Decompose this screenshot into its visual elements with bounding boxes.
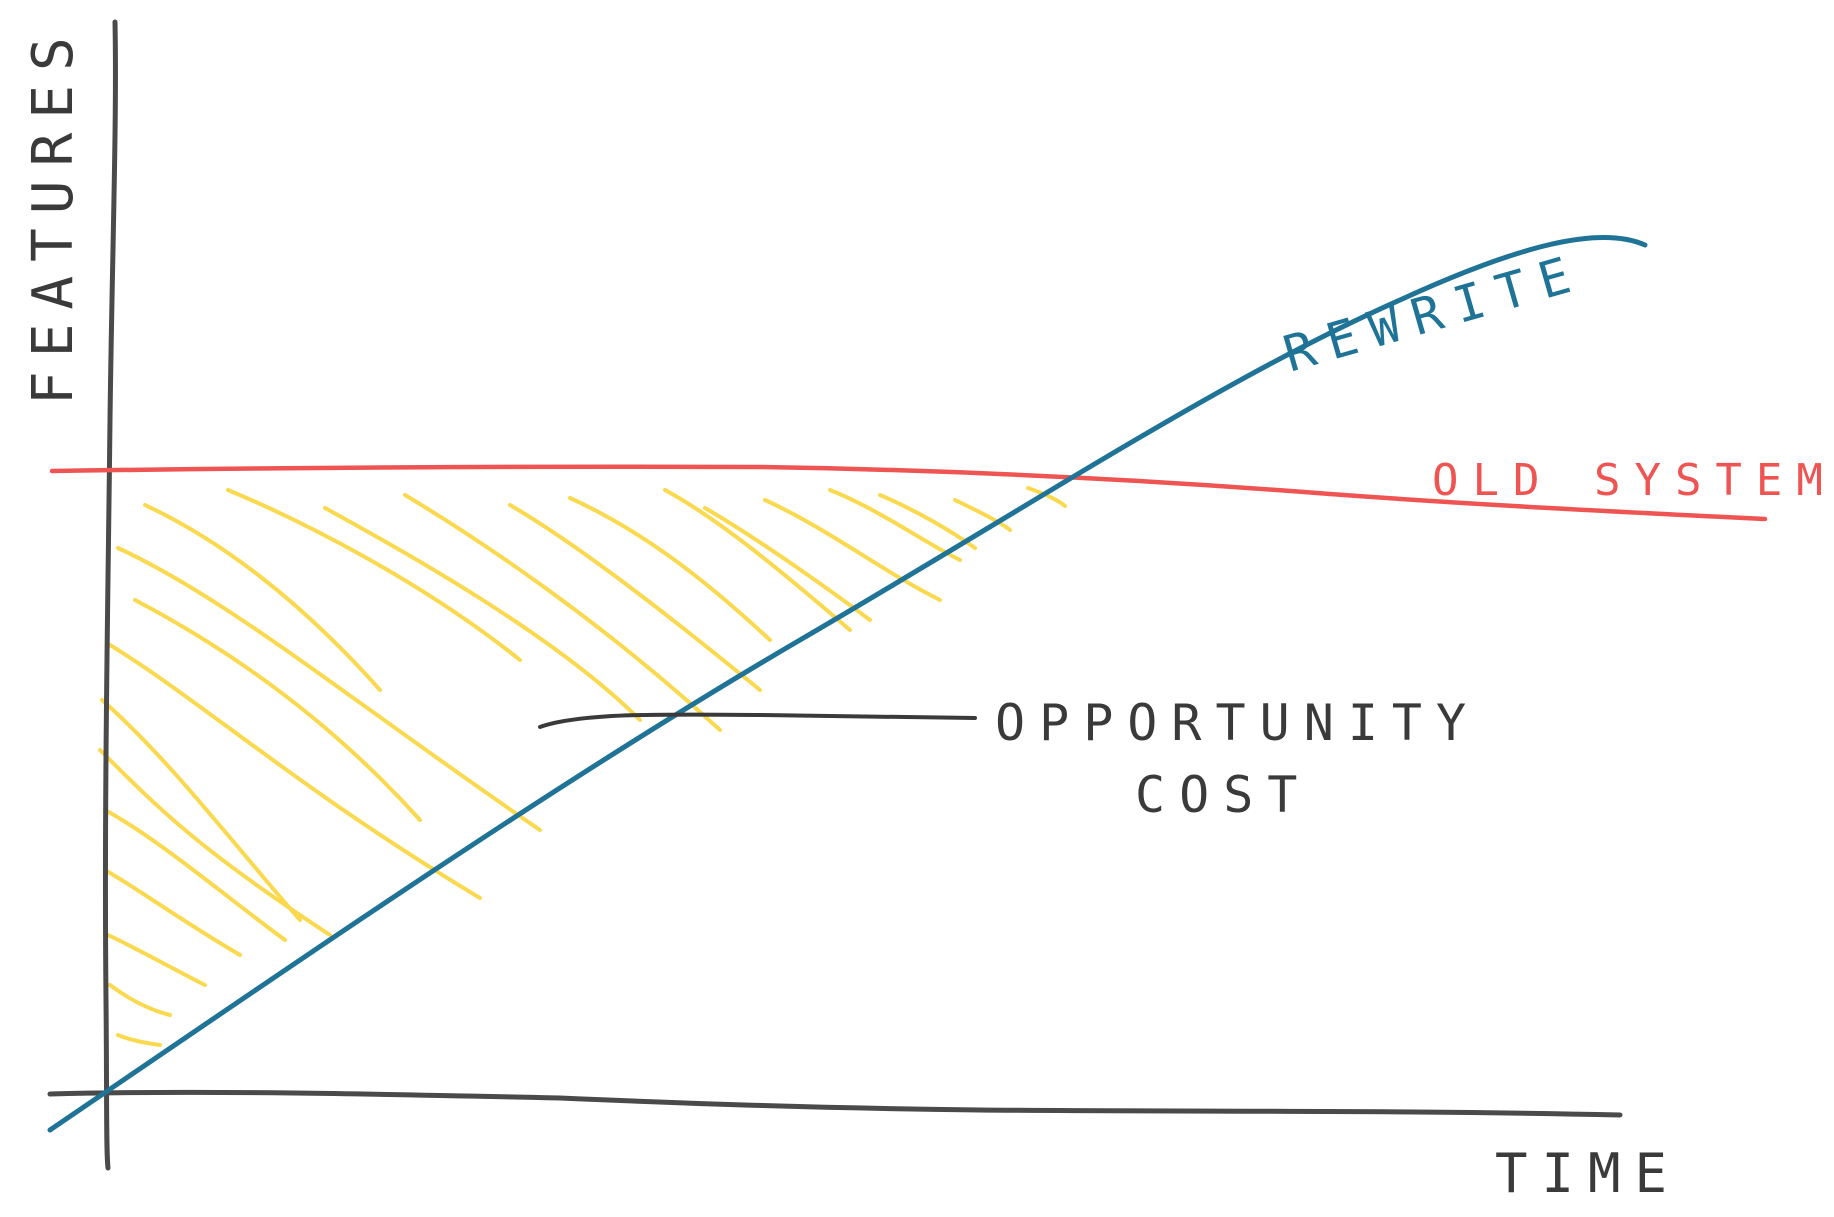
hatch-stroke: [103, 808, 287, 942]
y-axis-label: FEATURES: [21, 23, 86, 405]
y-axis-line: [102, 19, 118, 1171]
hatch-stroke: [568, 496, 772, 642]
hatch-stroke: [103, 868, 242, 957]
hatch-stroke: [116, 546, 542, 832]
hatch-stroke: [226, 488, 522, 662]
hatch-stroke: [663, 488, 852, 632]
hatch-stroke: [133, 598, 422, 822]
opportunity-cost-hatching: [98, 486, 1067, 1047]
x-axis-line: [47, 1089, 1623, 1118]
hatch-stroke: [106, 933, 207, 987]
opportunity-cost-label-line1: OPPORTUNITY: [995, 694, 1480, 752]
hatch-stroke: [108, 983, 172, 1017]
hatch-stroke: [323, 506, 642, 722]
hatch-stroke: [143, 503, 382, 692]
opportunity-cost-label-line2: COST: [1135, 766, 1311, 824]
hatch-stroke: [953, 498, 1012, 532]
old-system-line: [49, 464, 1768, 522]
hatch-stroke: [100, 698, 302, 922]
hatch-stroke: [403, 493, 722, 732]
rewrite-label: REWRITE: [1277, 243, 1590, 384]
hatch-stroke: [763, 498, 942, 602]
hatch-stroke: [98, 748, 332, 937]
hatch-stroke: [108, 643, 482, 900]
hatch-stroke: [116, 1033, 162, 1047]
hatch-stroke: [508, 503, 762, 692]
rewrite-line: [47, 234, 1648, 1133]
opportunity-cost-leader: [538, 712, 977, 729]
hatch-stroke: [1026, 486, 1067, 508]
old-system-label: OLD SYSTEM: [1432, 455, 1834, 506]
x-axis-label: TIME: [1495, 1142, 1681, 1205]
